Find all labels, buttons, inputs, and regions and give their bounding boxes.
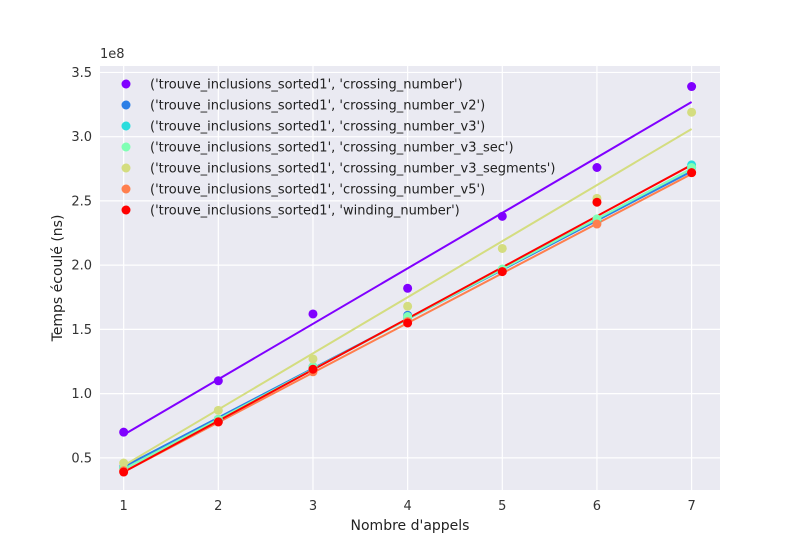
legend-label: ('trouve_inclusions_sorted1', 'crossing_… <box>150 162 555 177</box>
y-tick-label: 3.0 <box>71 130 92 145</box>
data-point <box>592 219 602 229</box>
x-tick-label: 3 <box>309 499 317 514</box>
data-point <box>308 309 318 319</box>
data-point <box>497 211 507 221</box>
data-point <box>497 267 507 277</box>
y-axis-label: Temps écoulé (ns) <box>50 215 66 343</box>
legend-label: ('trouve_inclusions_sorted1', 'winding_n… <box>150 204 460 219</box>
legend-label: ('trouve_inclusions_sorted1', 'crossing_… <box>150 141 514 156</box>
data-point <box>403 301 413 311</box>
y-tick-label: 1.5 <box>71 323 92 338</box>
data-point <box>213 376 223 386</box>
data-point <box>687 107 697 117</box>
data-point <box>119 458 129 468</box>
legend-marker <box>121 142 131 152</box>
data-point <box>403 318 413 328</box>
data-point <box>687 82 697 92</box>
y-offset-label: 1e8 <box>100 47 125 62</box>
legend: ('trouve_inclusions_sorted1', 'crossing_… <box>121 78 555 219</box>
data-point <box>308 354 318 364</box>
data-point <box>119 467 129 477</box>
legend-marker <box>121 205 131 215</box>
x-tick-label: 2 <box>214 499 222 514</box>
x-axis: 1 2 3 4 5 6 7 <box>120 499 696 514</box>
y-tick-label: 3.5 <box>71 66 92 81</box>
legend-marker <box>121 163 131 173</box>
legend-label: ('trouve_inclusions_sorted1', 'crossing_… <box>150 99 485 114</box>
x-tick-label: 1 <box>120 499 128 514</box>
data-point <box>119 427 129 437</box>
x-tick-label: 4 <box>403 499 411 514</box>
legend-marker <box>121 100 131 110</box>
y-tick-label: 0.5 <box>71 451 92 466</box>
x-tick-label: 6 <box>593 499 601 514</box>
legend-marker <box>121 79 131 89</box>
data-point <box>403 283 413 293</box>
x-tick-label: 7 <box>687 499 695 514</box>
y-tick-label: 2.5 <box>71 194 92 209</box>
data-point <box>687 168 697 178</box>
data-points <box>119 82 697 477</box>
data-point <box>308 364 318 374</box>
data-point <box>497 243 507 253</box>
y-tick-label: 2.0 <box>71 259 92 274</box>
x-axis-label: Nombre d'appels <box>351 518 470 534</box>
legend-label: ('trouve_inclusions_sorted1', 'crossing_… <box>150 183 485 198</box>
data-point <box>592 163 602 173</box>
y-axis: 0.5 1.0 1.5 2.0 2.5 3.0 3.5 <box>71 66 92 466</box>
data-point <box>592 197 602 207</box>
legend-label: ('trouve_inclusions_sorted1', 'crossing_… <box>150 120 485 135</box>
data-point <box>213 405 223 415</box>
legend-marker <box>121 121 131 131</box>
x-tick-label: 5 <box>498 499 506 514</box>
y-tick-label: 1.0 <box>71 387 92 402</box>
legend-marker <box>121 184 131 194</box>
legend-label: ('trouve_inclusions_sorted1', 'crossing_… <box>150 78 463 93</box>
data-point <box>213 417 223 427</box>
grid <box>100 66 720 490</box>
